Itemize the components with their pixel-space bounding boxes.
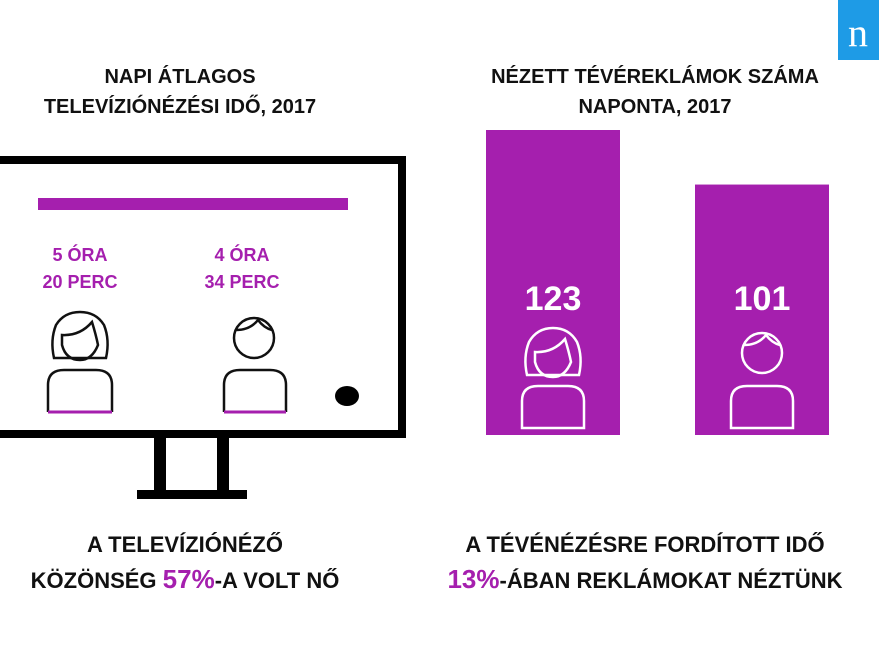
chart-title: NÉZETT TÉVÉREKLÁMOK SZÁMA NAPONTA, 2017 <box>460 62 850 122</box>
tv-frame <box>0 156 406 438</box>
man-icon <box>222 316 288 412</box>
time-line: 34 PERC <box>204 272 280 292</box>
tv-bar <box>38 198 348 210</box>
body <box>729 384 795 430</box>
title-line: NAPI ÁTLAGOS <box>104 66 256 88</box>
head <box>740 331 784 375</box>
footer-line: A TÉVÉNÉZÉSRE FORDÍTOTT IDŐ <box>465 532 825 557</box>
men-time: 4 ÓRA 34 PERC <box>182 242 302 296</box>
footer-text: -ÁBAN REKLÁMOKAT NÉZTÜNK <box>499 568 843 593</box>
tv-leg <box>217 436 229 494</box>
footer-line: A TELEVÍZIÓNÉZŐ <box>87 532 283 557</box>
tv-base <box>137 490 247 499</box>
woman-icon <box>520 326 586 430</box>
title-line: NAPONTA, 2017 <box>578 96 732 118</box>
woman-icon <box>46 310 114 412</box>
footer-line: 13%-ÁBAN REKLÁMOKAT NÉZTÜNK <box>410 562 879 598</box>
footer-text: -A VOLT NŐ <box>214 568 340 593</box>
title-line: TELEVÍZIÓNÉZÉSI IDŐ, 2017 <box>43 96 317 118</box>
highlight: 13% <box>447 564 500 594</box>
man-icon <box>729 331 795 430</box>
tv-button <box>335 386 359 406</box>
footer-text: KÖZÖNSÉG <box>30 568 163 593</box>
title-line: NÉZETT TÉVÉREKLÁMOK SZÁMA <box>491 66 819 88</box>
left-footer: A TELEVÍZIÓNÉZŐ KÖZÖNSÉG 57%-A VOLT NŐ <box>0 528 370 598</box>
footer-line: KÖZÖNSÉG 57%-A VOLT NŐ <box>0 562 370 598</box>
highlight: 57% <box>162 564 215 594</box>
logo: n <box>848 10 868 55</box>
tv-leg <box>154 436 166 494</box>
left-title: NAPI ÁTLAGOS TELEVÍZIÓNÉZÉSI IDŐ, 2017 <box>0 62 360 122</box>
time-line: 4 ÓRA <box>214 245 270 265</box>
bar <box>695 184 829 435</box>
women-time: 5 ÓRA 20 PERC <box>20 242 140 296</box>
value-label: 123 <box>525 280 582 318</box>
face <box>533 336 573 379</box>
time-line: 20 PERC <box>42 272 118 292</box>
hair <box>524 326 582 377</box>
hair <box>743 332 781 347</box>
body <box>520 384 586 430</box>
value-label: 101 <box>734 280 791 318</box>
logo-box <box>838 0 879 60</box>
bar <box>486 130 620 435</box>
time-line: 5 ÓRA <box>52 245 108 265</box>
right-footer: A TÉVÉNÉZÉSRE FORDÍTOTT IDŐ 13%-ÁBAN REK… <box>410 528 879 598</box>
